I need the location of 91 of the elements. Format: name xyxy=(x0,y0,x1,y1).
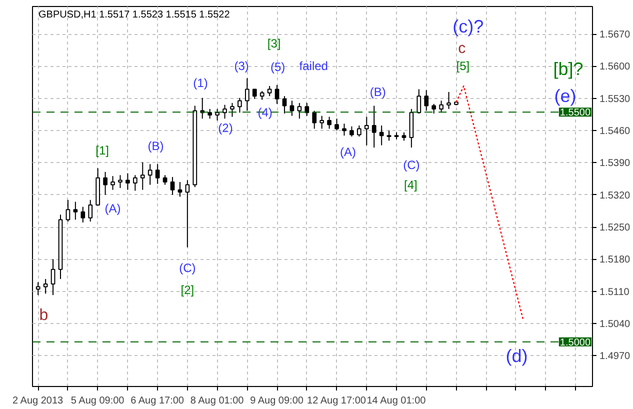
annotation: (B) xyxy=(148,139,164,154)
annotation: (5) xyxy=(270,60,286,74)
x-tick-label: 2 Aug 2013 xyxy=(12,396,64,406)
x-tick-label: 8 Aug 01:00 xyxy=(190,396,244,406)
y-tick-label: 1.5390 xyxy=(600,158,631,170)
candlestick xyxy=(43,278,48,294)
annotation: [1] xyxy=(96,143,109,158)
candlestick xyxy=(140,162,145,190)
ref-line-label: 1.5500 xyxy=(560,108,591,119)
annotation: (C) xyxy=(179,260,196,275)
candlestick xyxy=(132,174,138,192)
candlestick xyxy=(364,116,369,146)
y-tick-label: 1.5110 xyxy=(600,286,630,298)
candlestick xyxy=(155,164,160,184)
candlestick xyxy=(342,123,346,136)
candlestick xyxy=(386,130,392,142)
annotation: [3] xyxy=(267,36,281,50)
x-tick-label: 14 Aug 01:00 xyxy=(366,396,426,406)
candlestick xyxy=(162,174,168,186)
y-tick-label: 1.4970 xyxy=(600,351,631,362)
candlestick xyxy=(73,201,78,220)
candlestick xyxy=(274,84,280,104)
x-tick-label: 6 Aug 17:00 xyxy=(130,396,184,406)
candlestick xyxy=(126,172,130,190)
candlestick xyxy=(439,100,444,114)
annotation: (1) xyxy=(193,76,208,90)
annotation: b xyxy=(39,307,48,324)
candlestick xyxy=(118,174,122,188)
candlestick xyxy=(244,78,250,112)
annotation: (4) xyxy=(258,106,272,120)
x-tick-label: 9 Aug 09:00 xyxy=(250,396,304,406)
annotation: [5] xyxy=(456,59,470,74)
candlestick xyxy=(304,102,310,116)
candlestick xyxy=(170,176,175,196)
candlestick xyxy=(282,96,287,114)
candlestick xyxy=(416,88,422,114)
candlestick xyxy=(334,118,339,132)
annotation: [b]? xyxy=(553,58,584,79)
candlestick xyxy=(185,180,190,248)
candlestick xyxy=(252,88,257,100)
x-tick-label: 12 Aug 17:00 xyxy=(307,396,366,406)
candlestick xyxy=(80,206,86,223)
y-tick-label: 1.5180 xyxy=(600,254,631,266)
annotation: (C) xyxy=(403,158,420,172)
candlestick xyxy=(432,103,436,114)
annotation: [2] xyxy=(180,283,194,298)
annotation: (3) xyxy=(234,59,249,74)
candlestick xyxy=(110,176,115,190)
y-tick-label: 1.5460 xyxy=(600,126,631,138)
candlestick xyxy=(222,104,227,120)
annotation: (c)? xyxy=(452,16,484,37)
candlestick xyxy=(50,258,56,296)
candlestick xyxy=(424,90,429,112)
candlestick xyxy=(350,126,354,138)
candlestick xyxy=(372,105,376,148)
annotation: [4] xyxy=(404,178,418,192)
annotation: (A) xyxy=(104,202,121,216)
annotation: (e) xyxy=(554,86,576,106)
y-tick-label: 1.5530 xyxy=(600,94,631,105)
candlestick xyxy=(103,171,108,196)
candlestick xyxy=(320,115,324,130)
candlestick xyxy=(36,282,40,296)
candlestick xyxy=(66,199,70,222)
candlestick xyxy=(208,108,212,120)
y-tick-label: 1.5250 xyxy=(600,222,631,234)
candlestick xyxy=(88,199,93,222)
candlestick xyxy=(327,116,332,130)
y-tick-label: 1.5040 xyxy=(600,319,631,330)
candlestick xyxy=(379,125,384,146)
candlestick xyxy=(215,108,220,121)
y-tick-label: 1.5670 xyxy=(600,30,631,41)
y-tick-label: 1.5600 xyxy=(600,62,631,73)
annotation: failed xyxy=(299,59,328,74)
candlestick xyxy=(238,97,242,114)
ref-line-label: 1.5000 xyxy=(560,337,591,348)
candlestick xyxy=(267,85,272,97)
candlestick xyxy=(297,102,302,120)
y-tick-label: 1.5320 xyxy=(600,190,631,202)
annotation: (B) xyxy=(370,84,386,99)
candlestick xyxy=(148,164,152,186)
candlestick xyxy=(446,91,451,110)
annotation: (2) xyxy=(218,120,233,135)
candlestick xyxy=(230,102,234,118)
candlestick xyxy=(312,110,317,130)
x-tick-label: 5 Aug 09:00 xyxy=(70,396,125,406)
annotation: c xyxy=(458,40,466,57)
annotation: (A) xyxy=(340,145,356,160)
annotation: (d) xyxy=(506,346,528,366)
candlestick xyxy=(290,100,294,116)
chart-title: GBPUSD,H1 1.5517 1.5523 1.5515 1.5522 xyxy=(38,10,230,20)
candlestick xyxy=(356,125,362,138)
